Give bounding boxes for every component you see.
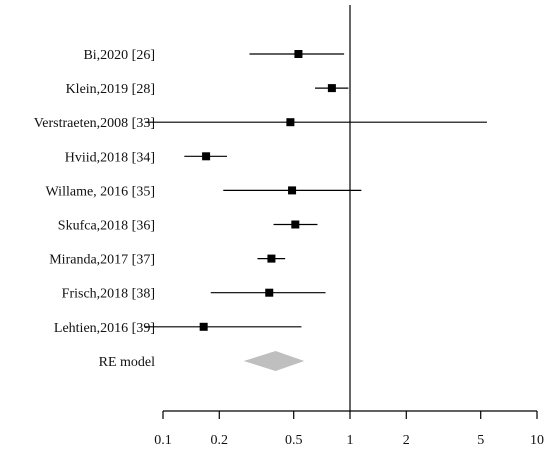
summary-row: RE model xyxy=(99,351,305,371)
study-label: Willame, 2016 [35] xyxy=(46,184,155,199)
point-estimate xyxy=(286,118,295,127)
study-row: Frisch,2018 [38] xyxy=(62,287,326,302)
study-row: Miranda,2017 [37] xyxy=(49,253,286,268)
x-tick-label: 0.2 xyxy=(211,433,229,448)
x-axis: 0.1 0.2 0.5 1 2 5 10 xyxy=(154,410,544,448)
point-estimate xyxy=(288,186,297,195)
point-estimate xyxy=(267,254,276,263)
study-label: Miranda,2017 [37] xyxy=(49,253,155,268)
study-row: Willame, 2016 [35] xyxy=(46,184,362,199)
study-label: Verstraeten,2008 [33] xyxy=(34,116,155,131)
study-label: Skufca,2018 [36] xyxy=(58,219,155,234)
x-tick-label: 10 xyxy=(530,433,544,448)
x-tick-label: 0.5 xyxy=(285,433,303,448)
study-row: Klein,2019 [28] xyxy=(66,82,349,97)
study-label: Klein,2019 [28] xyxy=(66,82,155,97)
point-estimate xyxy=(291,220,300,229)
study-label: Bi,2020 [26] xyxy=(83,48,155,63)
summary-diamond xyxy=(243,351,305,371)
study-label: Hviid,2018 [34] xyxy=(65,150,155,165)
study-row: Hviid,2018 [34] xyxy=(65,150,228,165)
point-estimate xyxy=(327,84,336,93)
point-estimate xyxy=(265,288,274,297)
point-estimate xyxy=(199,322,208,331)
study-row: Bi,2020 [26] xyxy=(83,48,345,63)
summary-label: RE model xyxy=(99,355,155,370)
study-row: Verstraeten,2008 [33] xyxy=(34,116,487,131)
study-row: Lehtien,2016 [39] xyxy=(54,321,302,336)
x-tick-label: 1 xyxy=(347,433,354,448)
study-row: Skufca,2018 [36] xyxy=(58,219,318,234)
x-tick-label: 5 xyxy=(477,433,484,448)
point-estimate xyxy=(202,152,211,161)
x-tick-label: 0.1 xyxy=(154,433,172,448)
study-label: Frisch,2018 [38] xyxy=(62,287,155,302)
point-estimate xyxy=(294,50,303,58)
x-tick-label: 2 xyxy=(403,433,410,448)
study-label: Lehtien,2016 [39] xyxy=(54,321,155,336)
